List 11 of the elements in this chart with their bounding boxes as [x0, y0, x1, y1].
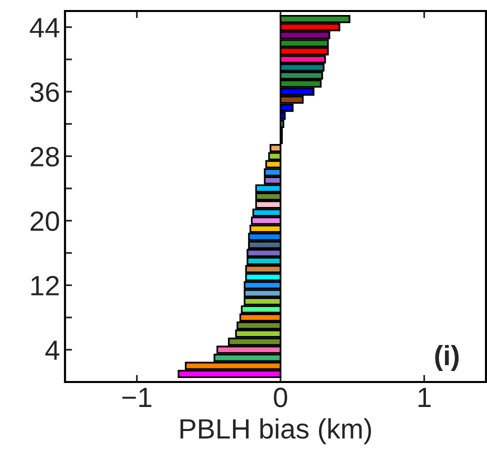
x-tick-label: 0 — [274, 388, 288, 408]
y-tick-label: 4 — [45, 340, 60, 360]
y-tick-label: 36 — [30, 82, 59, 102]
x-tick-label: −1 — [122, 388, 152, 407]
annotation: (i) — [435, 345, 459, 371]
y-tick-label: 28 — [30, 146, 59, 167]
y-tick-label: 44 — [30, 18, 60, 38]
x-tick-label: 1 — [418, 388, 431, 407]
y-tick-label: 12 — [31, 276, 59, 296]
x-axis-title: PBLH bias (km) — [180, 418, 372, 444]
y-tick-label: 20 — [30, 211, 60, 232]
